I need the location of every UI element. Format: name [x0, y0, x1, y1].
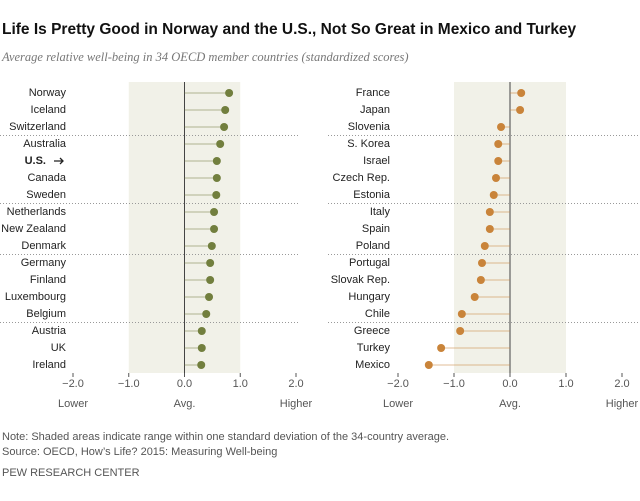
axis-annotation: Lower: [383, 398, 413, 410]
category-label: Italy: [370, 206, 391, 218]
lollipop-dot: [221, 106, 230, 114]
x-tick-label: 0.0: [502, 378, 517, 390]
x-tick-label: 1.0: [233, 378, 248, 390]
lollipop-dot: [437, 344, 446, 352]
category-label: New Zealand: [1, 223, 66, 235]
axis-annotation: Avg.: [174, 398, 196, 410]
category-label: Finland: [30, 274, 66, 286]
category-label: France: [356, 87, 390, 99]
category-label: Japan: [360, 104, 390, 116]
lollipop-dot: [212, 191, 221, 199]
x-tick-label: −1.0: [118, 378, 140, 390]
lollipop-dot: [197, 327, 206, 335]
category-label: Turkey: [357, 342, 391, 354]
category-label: Luxembourg: [5, 291, 66, 303]
category-label: Belgium: [26, 308, 66, 320]
category-label: S. Korea: [347, 138, 391, 150]
category-label: Greece: [354, 325, 390, 337]
lollipop-dot: [197, 344, 206, 352]
category-label: Ireland: [32, 359, 66, 371]
x-tick-label: 2.0: [614, 378, 629, 390]
category-label: Switzerland: [9, 121, 66, 133]
lollipop-dot: [456, 327, 465, 335]
x-tick-label: 2.0: [288, 378, 303, 390]
lollipop-dot: [210, 208, 219, 216]
category-label: Germany: [21, 257, 67, 269]
lollipop-dot: [489, 191, 498, 199]
lollipop-dot: [225, 89, 234, 97]
lollipop-dot: [494, 157, 503, 165]
category-label: Mexico: [355, 359, 390, 371]
axis-annotation: Avg.: [499, 398, 521, 410]
category-label: Austria: [32, 325, 67, 337]
source: Source: OECD, How’s Life? 2015: Measurin…: [2, 446, 277, 458]
category-label: Poland: [356, 240, 390, 252]
lollipop-dot: [212, 157, 221, 165]
category-label: Slovak Rep.: [331, 274, 390, 286]
category-label: Netherlands: [7, 206, 67, 218]
category-label: UK: [51, 342, 67, 354]
category-label: Czech Rep.: [333, 172, 390, 184]
x-tick-label: −2.0: [62, 378, 84, 390]
lollipop-dot: [210, 225, 219, 233]
lollipop-dot: [470, 293, 479, 301]
x-tick-label: 1.0: [558, 378, 573, 390]
lollipop-dot: [492, 174, 500, 182]
chart-subtitle: Average relative well-being in 34 OECD m…: [1, 50, 409, 64]
category-label: Denmark: [21, 240, 66, 252]
category-label: Estonia: [353, 189, 391, 201]
axis-annotation: Lower: [58, 398, 88, 410]
category-label: Canada: [27, 172, 66, 184]
lollipop-dot: [485, 225, 494, 233]
lollipop-dot: [216, 140, 225, 148]
credit: PEW RESEARCH CENTER: [2, 467, 140, 479]
category-label: Sweden: [26, 189, 66, 201]
category-label: Norway: [29, 87, 67, 99]
category-label: Iceland: [31, 104, 66, 116]
lollipop-dot: [212, 174, 221, 182]
lollipop-dot: [424, 361, 433, 369]
x-tick-label: −2.0: [387, 378, 409, 390]
lollipop-dot: [207, 242, 216, 250]
category-label: Chile: [365, 308, 390, 320]
x-tick-label: −1.0: [443, 378, 465, 390]
axis-annotation: Higher: [280, 398, 313, 410]
category-label: Slovenia: [348, 121, 391, 133]
lollipop-dot: [517, 89, 526, 97]
lollipop-dot: [197, 361, 206, 369]
lollipop-dot: [516, 106, 525, 114]
lollipop-dot: [485, 208, 494, 216]
lollipop-dot: [457, 310, 466, 318]
lollipop-dot: [480, 242, 489, 250]
category-label: Israel: [363, 155, 390, 167]
category-label: Portugal: [349, 257, 390, 269]
category-label: Hungary: [348, 291, 390, 303]
note: Note: Shaded areas indicate range within…: [2, 431, 449, 443]
chart-title: Life Is Pretty Good in Norway and the U.…: [2, 21, 577, 38]
category-label: Australia: [23, 138, 67, 150]
lollipop-dot: [494, 140, 503, 148]
lollipop-dot: [205, 293, 214, 301]
category-label: Spain: [362, 223, 390, 235]
lollipop-dot: [478, 259, 486, 267]
category-label: U.S.: [25, 155, 46, 167]
lollipop-dot: [206, 276, 215, 284]
lollipop-dot: [206, 259, 215, 267]
lollipop-dot: [476, 276, 485, 284]
x-tick-label: 0.0: [177, 378, 192, 390]
highlight-arrow: [54, 157, 64, 165]
axis-annotation: Higher: [606, 398, 639, 410]
lollipop-dot: [220, 123, 229, 131]
lollipop-dot: [497, 123, 506, 131]
lollipop-dot: [202, 310, 211, 318]
